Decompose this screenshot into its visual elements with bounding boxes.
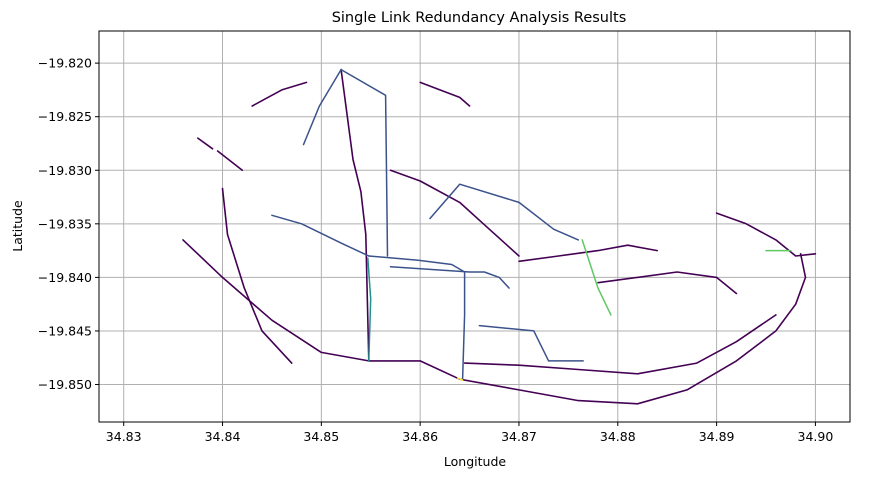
road-segment-low bbox=[221, 187, 293, 364]
grid-lines bbox=[99, 31, 850, 422]
chart-title: Single Link Redundancy Analysis Results bbox=[332, 10, 627, 26]
x-tick-label: 34.86 bbox=[402, 429, 438, 444]
road-segment-low bbox=[251, 81, 308, 107]
y-tick-label: −19.845 bbox=[38, 323, 92, 338]
road-segment-mid-low bbox=[478, 324, 584, 362]
y-tick-label: −19.825 bbox=[38, 109, 92, 124]
road-segment-low bbox=[182, 239, 461, 380]
y-tick-label: −19.835 bbox=[38, 216, 92, 231]
y-tick-label: −19.840 bbox=[38, 270, 92, 285]
road-network bbox=[182, 68, 817, 405]
x-axis-ticks: 34.83 34.84 34.85 34.86 34.87 34.88 34.89 34.90 bbox=[106, 422, 834, 444]
x-tick-label: 34.89 bbox=[699, 429, 735, 444]
road-segment-mid-low bbox=[340, 68, 389, 257]
road-segment-low bbox=[715, 212, 817, 257]
road-segment-mid-high bbox=[581, 239, 612, 316]
road-segment-low bbox=[518, 244, 659, 263]
road-segment-low bbox=[216, 150, 244, 172]
y-tick-label: −19.850 bbox=[38, 377, 92, 392]
road-segment-mid bbox=[367, 257, 372, 362]
road-segment-mid-low bbox=[271, 214, 370, 257]
road-segment-mid-low bbox=[389, 265, 510, 289]
road-segment-low bbox=[340, 68, 370, 362]
x-tick-label: 34.87 bbox=[501, 429, 537, 444]
plot-frame bbox=[98, 30, 851, 423]
y-tick-label: −19.820 bbox=[38, 56, 92, 71]
x-tick-label: 34.88 bbox=[600, 429, 636, 444]
road-segment-low bbox=[389, 169, 520, 257]
road-segment-low bbox=[463, 314, 777, 375]
y-tick-label: −19.830 bbox=[38, 163, 92, 178]
road-segment-low bbox=[419, 81, 471, 107]
road-segment-low bbox=[197, 137, 214, 150]
road-segment-high bbox=[456, 377, 464, 381]
x-tick-label: 34.84 bbox=[205, 429, 241, 444]
x-tick-label: 34.90 bbox=[798, 429, 834, 444]
x-axis-label: Longitude bbox=[444, 454, 506, 469]
road-segment-mid-low bbox=[302, 68, 342, 146]
road-segment-mid-low bbox=[368, 255, 466, 380]
x-tick-label: 34.83 bbox=[106, 429, 142, 444]
x-tick-label: 34.85 bbox=[303, 429, 339, 444]
road-segment-mid-low bbox=[429, 183, 580, 241]
road-segment-low bbox=[458, 253, 807, 405]
y-axis-ticks: −19.820 −19.825 −19.830 −19.835 −19.840 −19.8… bbox=[38, 56, 99, 392]
y-axis-label: Latitude bbox=[10, 200, 25, 252]
road-segment-low bbox=[597, 271, 738, 295]
